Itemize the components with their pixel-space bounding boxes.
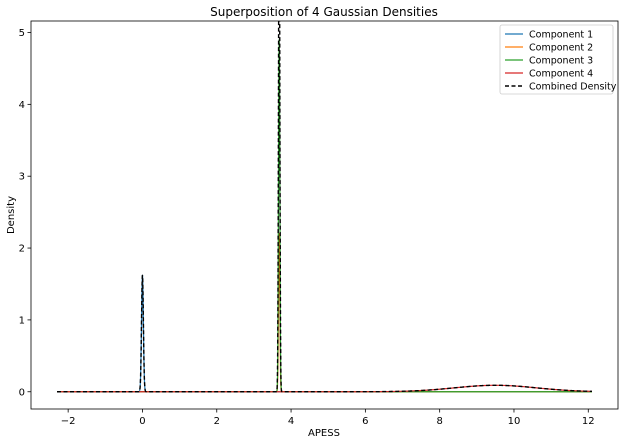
series-line-2 xyxy=(56,233,593,393)
x-tick-label: 6 xyxy=(362,416,368,427)
series-line-1 xyxy=(56,274,593,393)
y-tick-label: 0 xyxy=(19,387,25,398)
x-tick-label: −2 xyxy=(61,416,76,427)
legend-label: Component 1 xyxy=(529,30,593,41)
legend-label: Component 3 xyxy=(529,56,593,67)
legend-label: Component 2 xyxy=(529,43,593,54)
x-axis-label: APESS xyxy=(308,428,340,439)
legend-label: Component 4 xyxy=(529,69,593,80)
x-tick-label: 2 xyxy=(214,416,220,427)
plot-area xyxy=(56,21,593,393)
x-tick-label: 10 xyxy=(508,416,521,427)
series-line-4 xyxy=(56,384,593,393)
series-line-5 xyxy=(56,21,593,393)
y-axis-label: Density xyxy=(6,196,17,234)
legend-box xyxy=(499,24,614,95)
y-tick-label: 3 xyxy=(19,172,25,183)
y-tick-label: 4 xyxy=(19,100,25,111)
x-tick-label: 8 xyxy=(436,416,442,427)
x-tick-label: 0 xyxy=(139,416,145,427)
y-tick-label: 5 xyxy=(19,28,25,39)
plot-frame xyxy=(30,20,619,410)
x-tick-label: 12 xyxy=(582,416,595,427)
legend: Component 1 Component 2 Component 3 Compone… xyxy=(499,24,617,95)
y-tick-label: 2 xyxy=(19,244,25,255)
chart-title: Superposition of 4 Gaussian Densities xyxy=(210,5,438,19)
x-tick-label: 4 xyxy=(288,416,294,427)
legend-label: Combined Density xyxy=(529,82,617,93)
y-tick-label: 1 xyxy=(19,315,25,326)
